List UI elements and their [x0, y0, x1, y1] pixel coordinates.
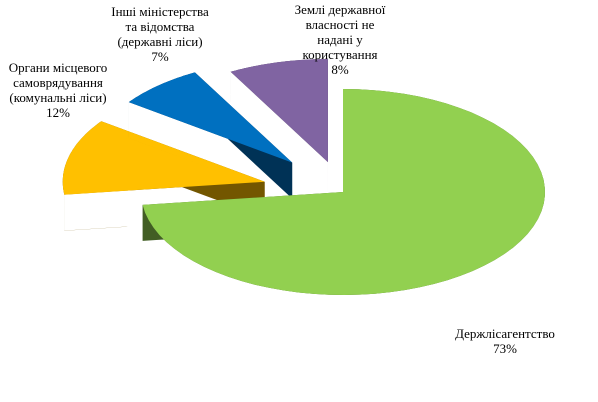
category-label: Держлісагентство	[455, 326, 555, 341]
category-label: Органи місцевого самоврядування (комунальн…	[9, 60, 108, 105]
slice	[142, 89, 545, 295]
slice	[128, 72, 293, 163]
category-label: Інші міністерства та відомства (державні л…	[111, 4, 209, 49]
value-label: 73%	[493, 341, 517, 356]
value-label: 7%	[151, 49, 169, 64]
category-label: Землі державної власності не надані у корис…	[295, 2, 386, 62]
slice	[62, 121, 265, 195]
value-label: 8%	[331, 62, 349, 77]
slice	[230, 59, 328, 163]
value-label: 12%	[46, 105, 70, 120]
